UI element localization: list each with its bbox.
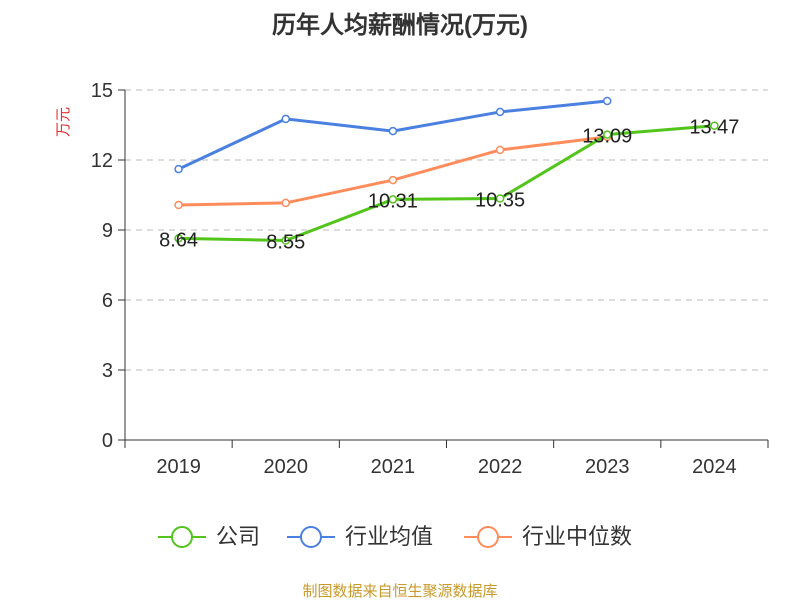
- chart-title: 历年人均薪酬情况(万元): [272, 11, 528, 39]
- data-point: [281, 114, 290, 124]
- data-label: 13.47: [689, 117, 739, 139]
- source-note: 制图数据来自恒生聚源数据库: [302, 583, 497, 600]
- data-point: [603, 130, 612, 139]
- legend-label: 行业中位数: [522, 524, 632, 549]
- data-point: [710, 121, 719, 130]
- data-point: [495, 194, 505, 203]
- y-axis-label: 万元: [55, 107, 72, 137]
- data-label: 13.09: [582, 126, 632, 148]
- data-point: [388, 175, 398, 185]
- data-point: [603, 96, 612, 106]
- legend-label: 公司: [216, 524, 260, 549]
- x-tick-label: 2022: [478, 456, 523, 478]
- data-label: 8.55: [266, 232, 305, 254]
- y-tick-label: 12: [91, 150, 113, 172]
- y-tick-label: 0: [102, 430, 113, 452]
- data-point: [174, 234, 183, 243]
- legend-label: 行业均值: [345, 524, 433, 549]
- legend-marker: [300, 526, 322, 548]
- y-tick-label: 6: [102, 290, 113, 312]
- data-label: 10.31: [368, 190, 418, 212]
- x-tick-label: 2020: [264, 456, 309, 478]
- y-tick-label: 9: [102, 220, 113, 242]
- data-point: [174, 200, 183, 210]
- data-point: [388, 195, 398, 204]
- data-point: [281, 236, 290, 245]
- series-line-0: [178, 124, 715, 243]
- data-label: 8.64: [159, 229, 198, 251]
- x-tick-label: 2023: [585, 456, 630, 478]
- data-point: [281, 198, 290, 208]
- y-tick-label: 3: [102, 360, 113, 382]
- x-tick-label: 2019: [156, 456, 201, 478]
- legend-marker: [477, 526, 499, 548]
- data-point: [495, 107, 505, 117]
- x-tick-label: 2024: [692, 456, 737, 478]
- data-point: [495, 145, 505, 155]
- y-tick-label: 15: [91, 80, 113, 102]
- x-tick-label: 2021: [371, 456, 416, 478]
- data-point: [174, 164, 183, 174]
- data-label: 10.35: [475, 190, 525, 212]
- legend-marker: [171, 526, 193, 548]
- data-point: [388, 126, 398, 136]
